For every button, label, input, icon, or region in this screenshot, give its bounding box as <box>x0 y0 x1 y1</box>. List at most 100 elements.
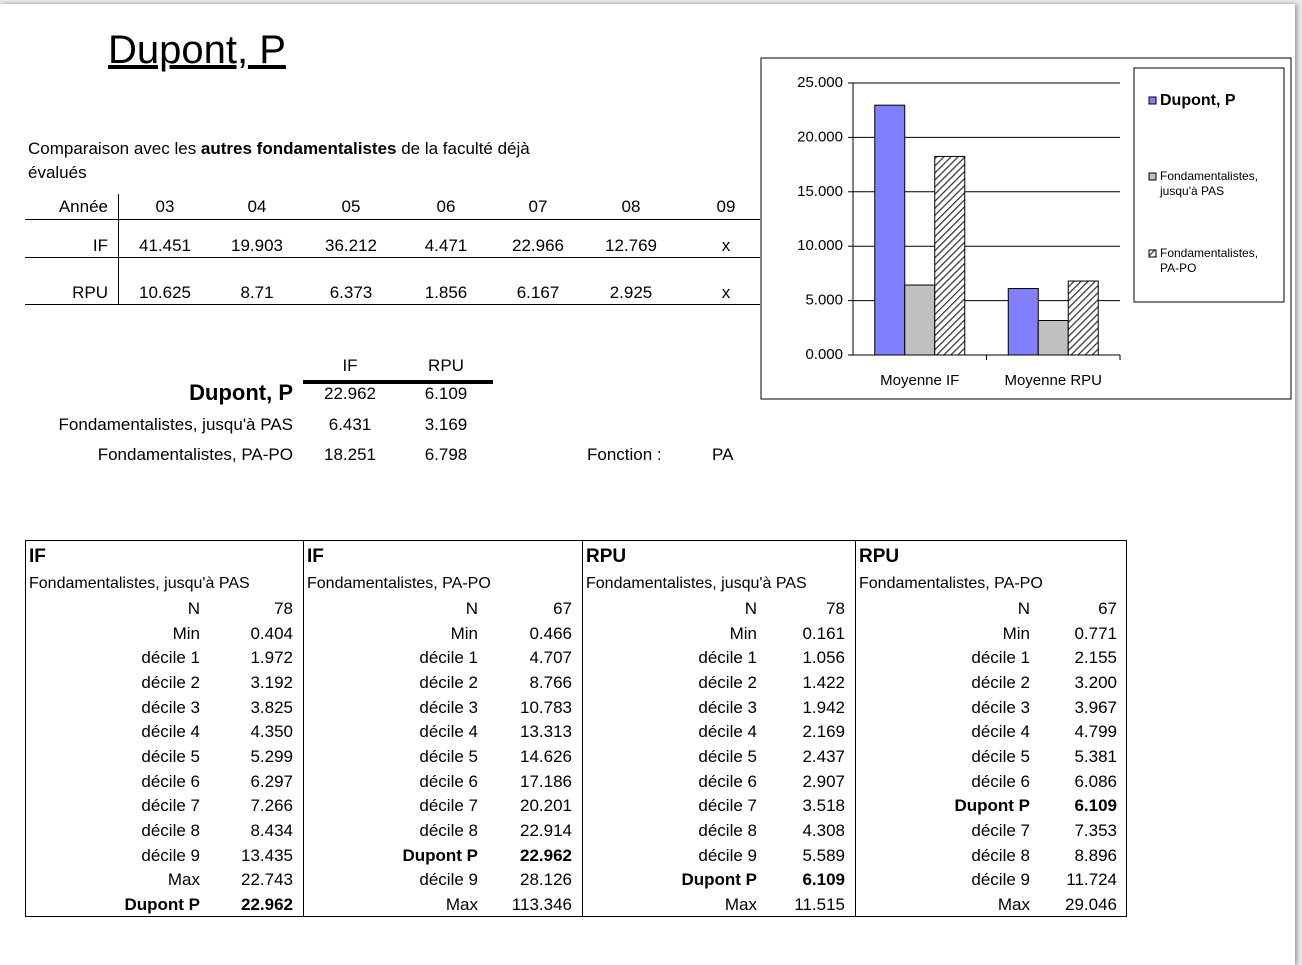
legend-label: Fondamentalistes, PA-PO <box>1160 246 1259 275</box>
intro: Comparaison avec les autres fondamentali… <box>28 137 588 185</box>
rule <box>25 304 760 305</box>
rule <box>303 380 493 384</box>
decile-value: 0.466 <box>529 623 572 643</box>
summary-cell: 3.169 <box>424 415 468 434</box>
decile-title: IF <box>307 546 324 567</box>
decile-value: 0.161 <box>802 623 845 643</box>
page: Dupont, P Comparaison avec les autres fo… <box>0 4 1295 965</box>
decile-label: Max <box>724 895 757 915</box>
decile-value: 5.299 <box>250 747 293 767</box>
decile-value: 67 <box>1098 599 1117 618</box>
decile-value: 2.437 <box>802 747 845 767</box>
decile-label: Dupont P <box>124 895 200 915</box>
decile-value: 7.353 <box>1074 821 1117 841</box>
cell: 2.925 <box>609 283 653 302</box>
legend-swatch <box>1148 172 1157 181</box>
decile-label: Min <box>1002 623 1030 643</box>
summary-cell: 18.251 <box>324 445 376 464</box>
year-header: 04 <box>247 197 267 216</box>
decile-label: Dupont P <box>954 796 1030 816</box>
cell: 6.167 <box>516 283 560 302</box>
decile-value: 4.308 <box>802 821 845 841</box>
decile-label: décile 1 <box>698 648 757 668</box>
decile-label: décile 6 <box>141 771 200 791</box>
decile-subtitle: Fondamentalistes, jusqu'à PAS <box>29 575 250 592</box>
year-header: 03 <box>155 197 175 216</box>
chart: 0.000 5.000 10.000 15.000 20.000 25.000 Moyenn… <box>760 57 1292 400</box>
year-header: 07 <box>528 197 548 216</box>
year-header: 08 <box>621 197 641 216</box>
decile-label: Dupont P <box>681 870 757 890</box>
decile-label: N <box>1017 599 1030 618</box>
decile-label: décile 1 <box>141 648 200 668</box>
decile-label: décile 5 <box>971 747 1030 767</box>
summary-cell: 6.109 <box>424 384 468 403</box>
year-header: 09 <box>716 197 736 216</box>
decile-subtitle: Fondamentalistes, PA-PO <box>307 575 491 592</box>
cell: 19.903 <box>231 236 283 255</box>
decile-label: décile 6 <box>971 771 1030 791</box>
decile-label: décile 7 <box>141 796 200 816</box>
y-tick-label: 10.000 <box>797 237 843 254</box>
decile-value: 20.201 <box>520 796 572 816</box>
decile-label: décile 2 <box>419 673 478 692</box>
decile-value: 67 <box>553 599 572 618</box>
decile-value: 1.942 <box>802 697 845 717</box>
decile-value: 6.297 <box>250 771 293 791</box>
decile-label: décile 2 <box>698 673 757 692</box>
cell: 36.212 <box>325 236 377 255</box>
y-tick-label: 20.000 <box>797 128 843 145</box>
legend-label: Dupont, P <box>1160 92 1236 109</box>
decile-label: décile 9 <box>971 870 1030 890</box>
decile-value: 14.626 <box>520 747 572 767</box>
row-label: IF <box>92 236 108 255</box>
decile-value: 8.434 <box>250 821 293 841</box>
decile-value: 3.200 <box>1074 673 1117 692</box>
rule <box>118 194 119 304</box>
decile-label: décile 8 <box>141 821 200 841</box>
decile-value: 8.766 <box>529 673 572 692</box>
decile-title: IF <box>29 546 46 567</box>
decile-value: 29.046 <box>1065 895 1117 915</box>
y-tick-label: 5.000 <box>805 292 843 309</box>
bar <box>1007 288 1039 356</box>
x-tick-label: Moyenne IF <box>880 372 959 389</box>
decile-value: 78 <box>826 599 845 618</box>
decile-label: décile 4 <box>971 722 1030 742</box>
year-header: 06 <box>436 197 456 216</box>
decile-label: N <box>465 599 478 618</box>
decile-label: décile 2 <box>141 673 200 692</box>
intro-text: Comparaison avec les <box>28 139 201 158</box>
bar <box>904 284 936 356</box>
decile-value: 2.907 <box>802 771 845 791</box>
decile-value: 22.743 <box>241 870 293 890</box>
cell: 12.769 <box>605 236 657 255</box>
decile-title: RPU <box>586 546 627 567</box>
decile-value: 3.518 <box>802 796 845 816</box>
decile-value: 22.962 <box>241 895 293 915</box>
rule <box>855 540 856 917</box>
summary-label: Fondamentalistes, PA-PO <box>97 445 293 464</box>
y-tick-label: 0.000 <box>805 346 843 363</box>
decile-title: RPU <box>859 546 900 567</box>
rule <box>25 219 760 220</box>
decile-value: 1.972 <box>250 648 293 668</box>
cell: 4.471 <box>424 236 468 255</box>
summary-header: RPU <box>428 356 464 375</box>
summary-cell: 6.798 <box>424 445 468 464</box>
cell: 1.856 <box>424 283 468 302</box>
decile-label: décile 5 <box>141 747 200 767</box>
decile-value: 2.155 <box>1074 648 1117 668</box>
decile-value: 7.266 <box>250 796 293 816</box>
decile-value: 1.422 <box>802 673 845 692</box>
decile-value: 1.056 <box>802 648 845 668</box>
decile-label: Min <box>172 623 200 643</box>
decile-label: décile 9 <box>141 845 200 865</box>
decile-value: 17.186 <box>520 771 572 791</box>
rule <box>303 540 304 917</box>
decile-value: 3.192 <box>250 673 293 692</box>
cell: 10.625 <box>139 283 191 302</box>
summary-cell: 22.962 <box>324 384 376 403</box>
decile-label: Max <box>445 895 478 915</box>
decile-label: décile 4 <box>698 722 757 742</box>
